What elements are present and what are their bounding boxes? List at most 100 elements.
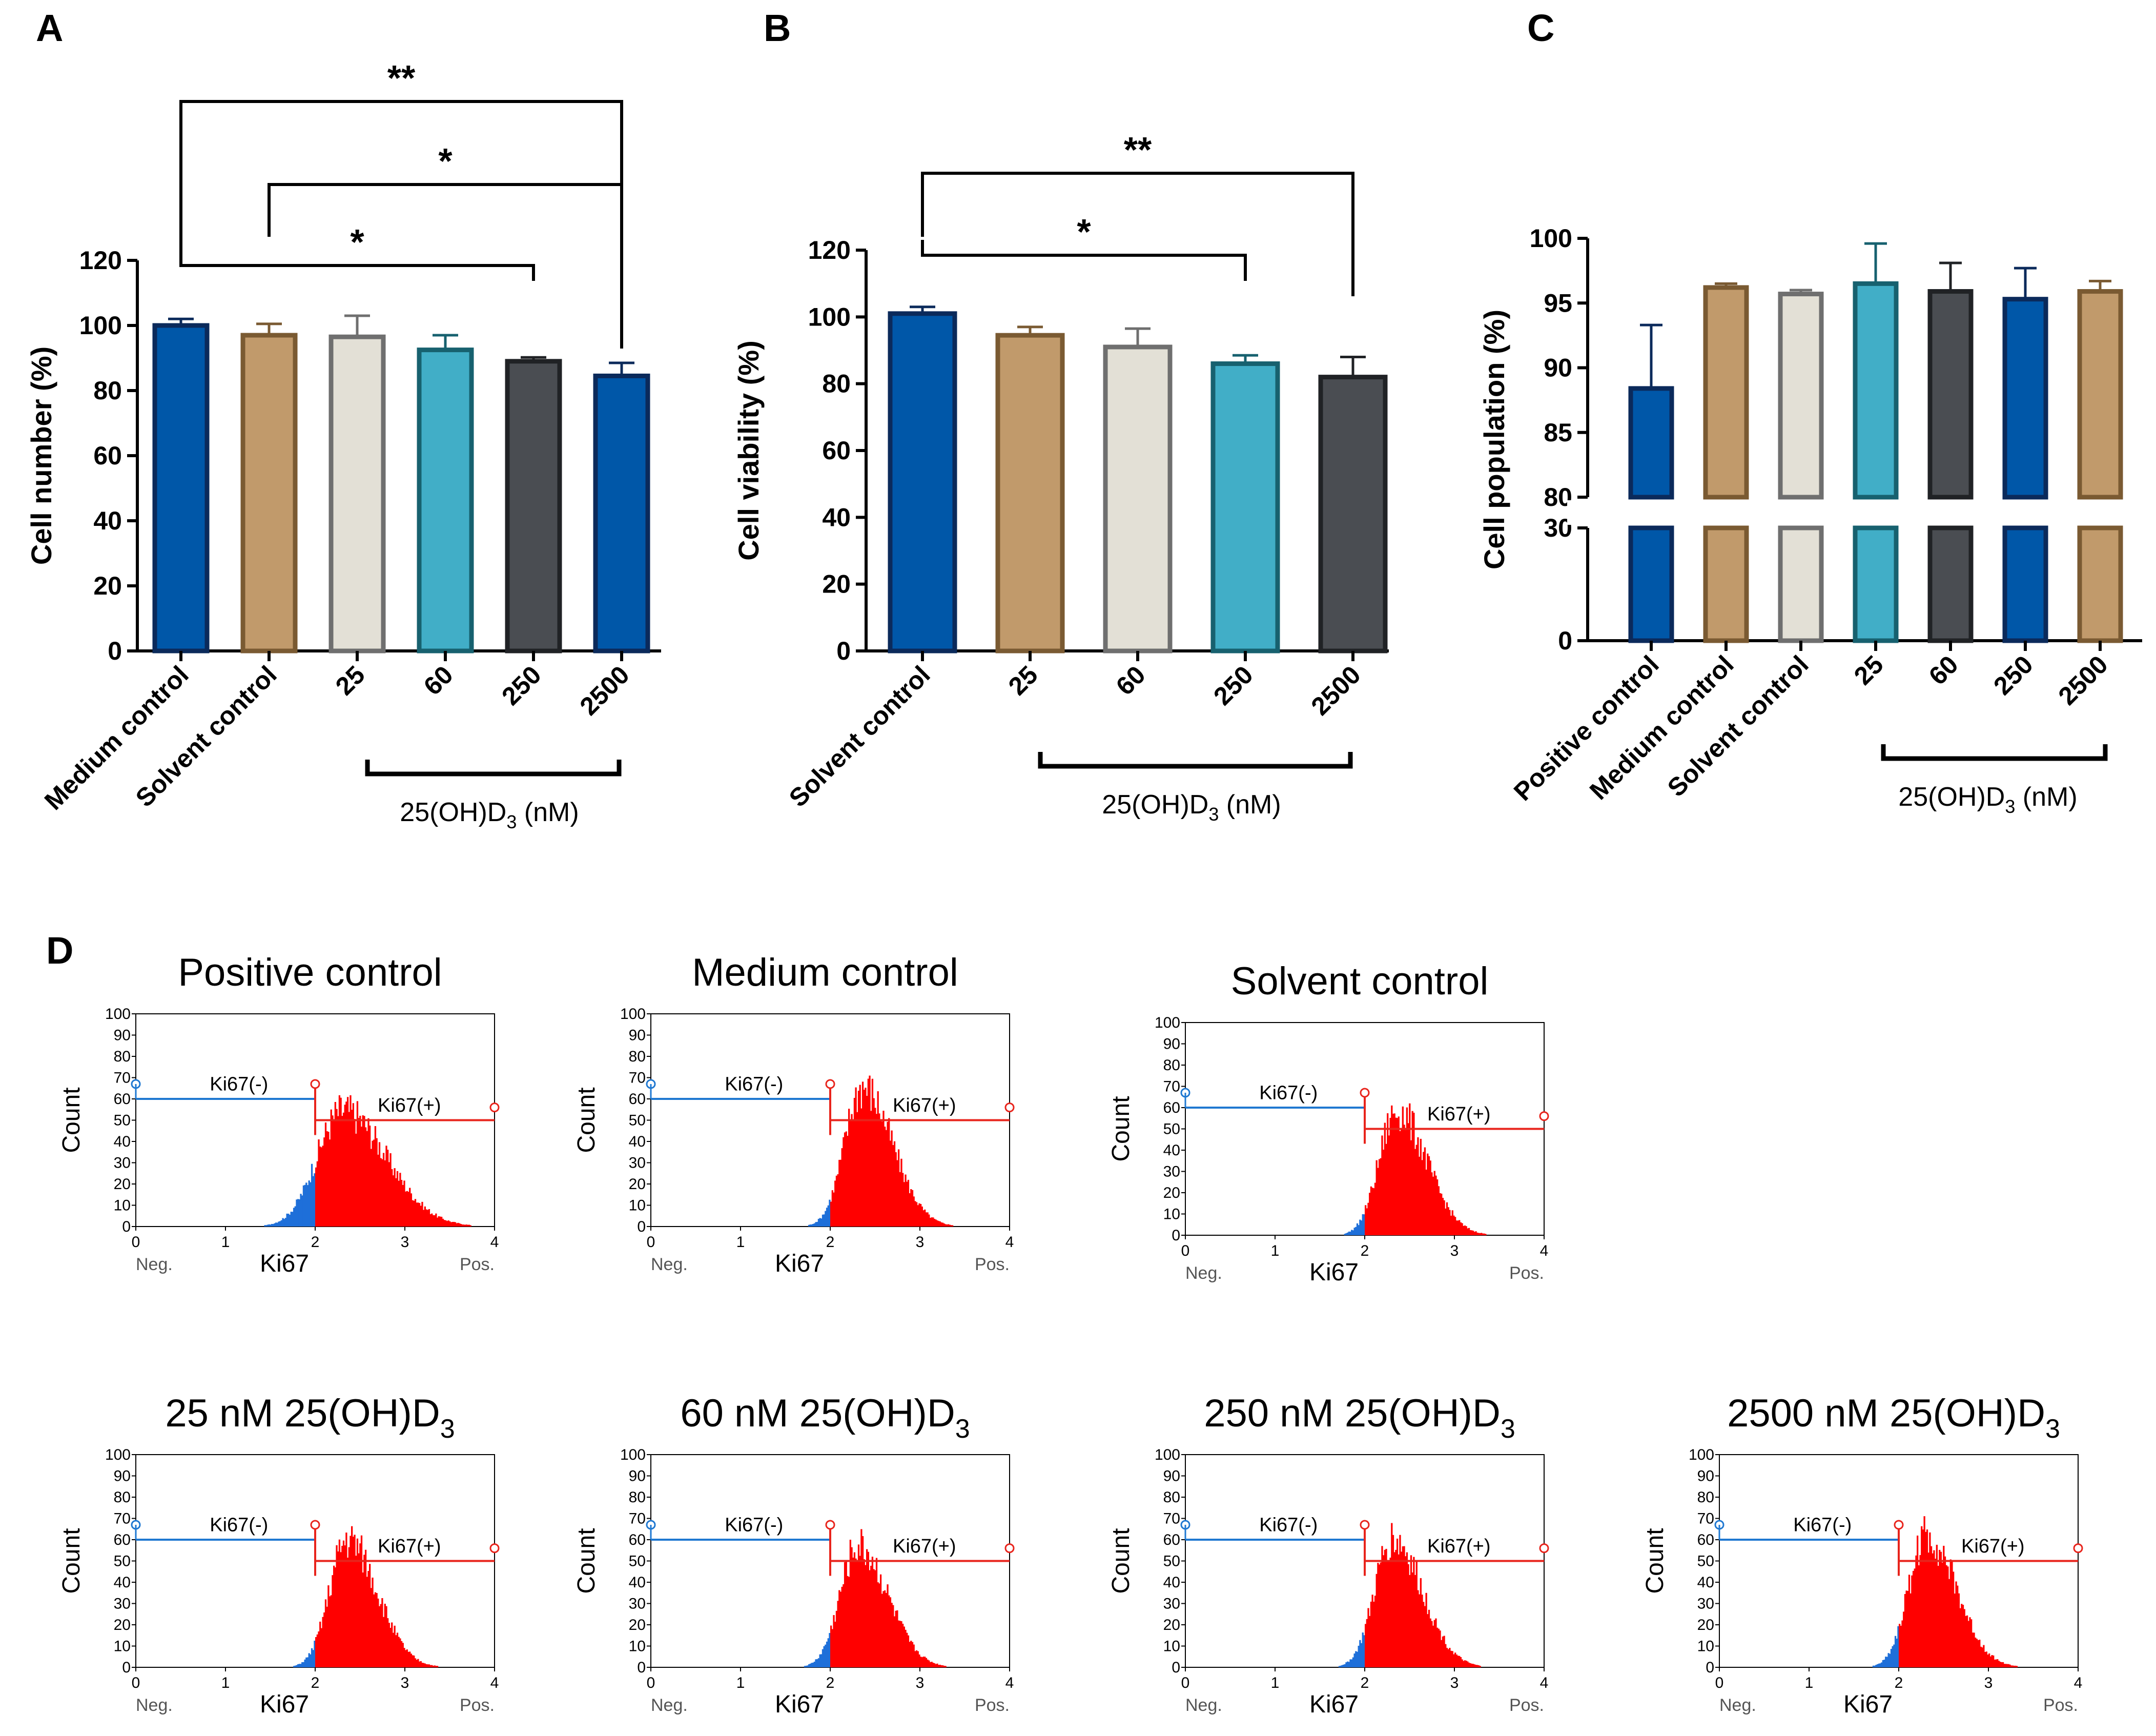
histogram-bin xyxy=(1972,1632,1974,1667)
histogram-bin xyxy=(855,1558,857,1667)
chart-c-treatment-bracket xyxy=(1881,744,2108,761)
histogram-bin xyxy=(877,1091,879,1227)
histogram-bin xyxy=(897,1620,900,1667)
histogram-bin xyxy=(367,1570,369,1667)
histogram-bin xyxy=(896,1610,898,1667)
histogram-ytick-label: 30 xyxy=(114,1596,131,1612)
histogram-bin xyxy=(847,1135,849,1227)
histogram-bin xyxy=(1384,1549,1386,1667)
histogram-bin xyxy=(370,1149,372,1227)
histogram-bin xyxy=(457,1222,459,1227)
histogram-ytick-label: 60 xyxy=(629,1091,646,1108)
histogram-bin xyxy=(816,1221,818,1227)
histogram-xtick-label: 0 xyxy=(647,1674,655,1691)
histogram-bin xyxy=(409,1651,411,1667)
histogram-bin xyxy=(861,1536,864,1667)
histogram-bin xyxy=(1371,1595,1373,1667)
histogram-bin xyxy=(282,1218,284,1227)
gate-positive-handle-left xyxy=(1360,1520,1370,1530)
histogram-bin xyxy=(432,1665,435,1667)
histogram-bin xyxy=(326,1606,328,1667)
histogram-bin xyxy=(388,1623,390,1667)
histogram-bin xyxy=(300,1194,302,1227)
histogram-bin xyxy=(1393,1113,1395,1235)
histogram-bin xyxy=(1380,1562,1382,1667)
histogram-ytick-label: 90 xyxy=(1163,1468,1180,1485)
chart-b-y-label: Cell viability (%) xyxy=(732,340,765,560)
histogram-bin xyxy=(394,1625,396,1667)
histogram-bin xyxy=(1967,1621,1969,1667)
histogram-bin xyxy=(1445,1644,1447,1667)
histogram-xtick-label: 0 xyxy=(1181,1242,1190,1259)
histogram-bin xyxy=(1475,1231,1477,1235)
histogram-ytick-label: 20 xyxy=(1697,1617,1714,1633)
histogram-ytick-label: 0 xyxy=(1172,1659,1180,1676)
histogram-xtick-label: 1 xyxy=(221,1234,230,1251)
histogram-bin xyxy=(2010,1665,2013,1667)
histogram-bin xyxy=(822,1214,824,1227)
histogram-bin xyxy=(878,1113,880,1227)
gate-positive-label: Ki67(+) xyxy=(378,1095,441,1116)
histogram-bin xyxy=(891,1130,893,1227)
histogram-bin xyxy=(381,1598,383,1667)
histogram-bin xyxy=(1392,1113,1394,1235)
histogram-bin xyxy=(268,1224,270,1227)
histogram-bin xyxy=(1881,1662,1883,1667)
histogram-bin xyxy=(1414,1149,1416,1235)
histogram-bin xyxy=(398,1637,400,1667)
histogram-xtick-label: 1 xyxy=(1271,1242,1280,1259)
histogram-bin xyxy=(1446,1202,1448,1235)
histogram-bin xyxy=(830,1201,832,1227)
chart-b-significance-label-2: * xyxy=(1077,212,1091,252)
histogram-bin xyxy=(927,1659,929,1667)
histogram-ytick-label: 30 xyxy=(629,1155,646,1172)
histogram-bin xyxy=(1955,1581,1957,1667)
histogram-bin xyxy=(320,1628,323,1667)
histogram-bin xyxy=(940,1665,942,1667)
histogram-bin xyxy=(359,1115,361,1227)
histogram-bin xyxy=(1407,1123,1409,1235)
histogram-bin xyxy=(811,1663,813,1667)
histogram-bin xyxy=(815,1659,817,1667)
chart-b-ytick-label-40: 40 xyxy=(822,503,851,532)
histogram-bin xyxy=(882,1591,885,1667)
histogram-bin xyxy=(2005,1664,2007,1667)
histogram-xtick-label: 4 xyxy=(490,1674,499,1691)
histogram-bin xyxy=(1423,1152,1425,1235)
histogram-bin xyxy=(899,1172,901,1227)
histogram-bin xyxy=(1449,1210,1451,1235)
chart-b-bar-60 xyxy=(1103,344,1173,653)
chart-b-ytick-label-60: 60 xyxy=(822,436,851,465)
histogram-bin xyxy=(1351,1659,1353,1667)
chart-c-bar-solvent-control xyxy=(1778,292,1824,500)
histogram-bin xyxy=(316,1161,318,1227)
histogram-ytick-label: 60 xyxy=(1163,1531,1180,1548)
histogram-bin xyxy=(271,1223,273,1227)
histogram-bin xyxy=(1396,1538,1399,1667)
histogram-bin xyxy=(1405,1130,1407,1235)
histogram-bin xyxy=(845,1131,847,1227)
histogram-bin xyxy=(1993,1655,1995,1667)
histogram-bin xyxy=(1892,1646,1894,1667)
histogram-ytick-label: 0 xyxy=(1172,1227,1180,1244)
histogram-ytick-label: 10 xyxy=(1163,1638,1180,1655)
histogram-ytick-label: 0 xyxy=(122,1218,131,1235)
histogram-bin xyxy=(1477,1233,1480,1235)
chart-c-bar-lower-25 xyxy=(1853,525,1899,643)
histogram-bin xyxy=(369,1125,371,1227)
chart-c-bar-250 xyxy=(2002,297,2048,500)
chart-b-xtick-label-250: 250 xyxy=(1208,660,1259,711)
histogram-bin xyxy=(438,1216,440,1227)
histogram-bin xyxy=(1402,1106,1404,1235)
histogram-positive-control: Positive control 0 10 20 30 40 50 60 70 80 90 100 0 1… xyxy=(58,951,500,1277)
histogram-bin xyxy=(358,1553,360,1667)
histogram-ytick-label: 0 xyxy=(1706,1659,1714,1676)
histogram-bin xyxy=(1373,1188,1375,1235)
chart-a-significance-label-3: * xyxy=(350,222,364,262)
histogram-bin xyxy=(1463,1661,1465,1667)
histogram-title: 60 nM 25(OH)D3 xyxy=(680,1392,970,1444)
histogram-ytick-label: 40 xyxy=(1697,1574,1714,1591)
histogram-bin xyxy=(900,1621,902,1667)
chart-a-significance-bracket-1 xyxy=(179,100,623,349)
histogram-bin xyxy=(384,1603,386,1667)
